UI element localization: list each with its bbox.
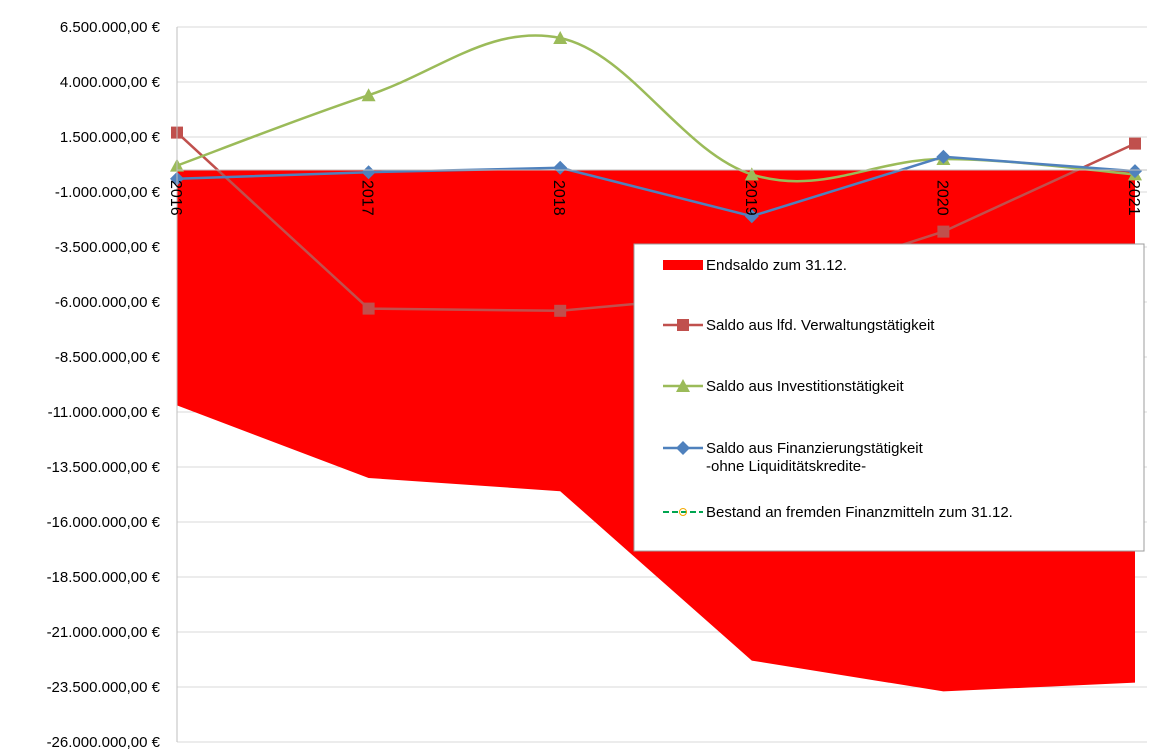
data-point <box>1129 137 1141 150</box>
legend-entry: Endsaldo zum 31.12. <box>663 257 847 274</box>
x-tick-label: 2019 <box>742 180 759 216</box>
y-tick-label: 1.500.000,00 € <box>60 129 161 146</box>
legend-entry: Bestand an fremden Finanzmitteln zum 31.… <box>663 504 1013 521</box>
y-tick-label: 4.000.000,00 € <box>60 74 161 91</box>
legend-swatch <box>663 260 703 270</box>
legend-label: Endsaldo zum 31.12. <box>706 257 847 274</box>
legend-entry: Saldo aus lfd. Verwaltungstätigkeit <box>663 317 935 334</box>
legend-entry: Saldo aus Investitionstätigkeit <box>663 378 904 395</box>
data-point <box>361 88 376 102</box>
legend-entry: Saldo aus Finanzierungstätigkeit-ohne Li… <box>663 440 924 475</box>
x-tick-label: 2016 <box>167 180 184 216</box>
y-tick-label: 6.500.000,00 € <box>60 19 161 36</box>
y-tick-label: -23.500.000,00 € <box>47 679 161 696</box>
legend-label: -ohne Liquiditätskredite- <box>706 458 866 475</box>
y-tick-label: -26.000.000,00 € <box>47 734 161 749</box>
y-tick-label: -13.500.000,00 € <box>47 459 161 476</box>
legend-label: Bestand an fremden Finanzmitteln zum 31.… <box>706 504 1013 521</box>
legend: Endsaldo zum 31.12. Saldo aus lfd. Verwal… <box>633 243 1145 552</box>
legend-box <box>633 243 1145 552</box>
data-point <box>744 209 759 224</box>
data-point <box>361 165 376 180</box>
x-tick-label: 2017 <box>359 180 376 216</box>
x-tick-label: 2020 <box>933 180 950 216</box>
legend-marker <box>676 441 690 455</box>
y-tick-label: -8.500.000,00 € <box>55 349 161 366</box>
y-tick-label: -6.000.000,00 € <box>55 294 161 311</box>
data-point <box>936 149 951 164</box>
legend-marker <box>676 379 690 392</box>
legend-label: Saldo aus Finanzierungstätigkeit <box>706 440 924 457</box>
data-point <box>1128 164 1142 179</box>
series-line-2 <box>176 155 1136 218</box>
x-tick-label: 2018 <box>550 180 567 216</box>
y-axis: 6.500.000,00 € 4.000.000,00 € 1.500.000,00… <box>47 19 178 749</box>
data-point <box>937 225 950 238</box>
y-tick-label: -1.000.000,00 € <box>55 184 161 201</box>
y-tick-label: -3.500.000,00 € <box>55 239 161 256</box>
legend-marker <box>679 508 687 516</box>
y-tick-label: -16.000.000,00 € <box>47 514 161 531</box>
data-point <box>553 160 568 175</box>
legend-label: Saldo aus lfd. Verwaltungstätigkeit <box>706 317 935 334</box>
data-point <box>553 31 568 44</box>
y-tick-label: -21.000.000,00 € <box>47 624 161 641</box>
data-point <box>554 304 567 317</box>
data-point <box>744 167 759 181</box>
y-tick-label: -18.500.000,00 € <box>47 569 161 586</box>
x-tick-label: 2021 <box>1125 180 1142 216</box>
x-axis: 2016 2017 2018 2019 2020 2021 <box>167 169 1147 216</box>
y-tick-label: -11.000.000,00 € <box>48 404 161 421</box>
legend-marker <box>677 319 689 331</box>
series-line-1 <box>176 34 1136 183</box>
data-point <box>362 302 375 315</box>
legend-label: Saldo aus Investitionstätigkeit <box>706 378 904 395</box>
